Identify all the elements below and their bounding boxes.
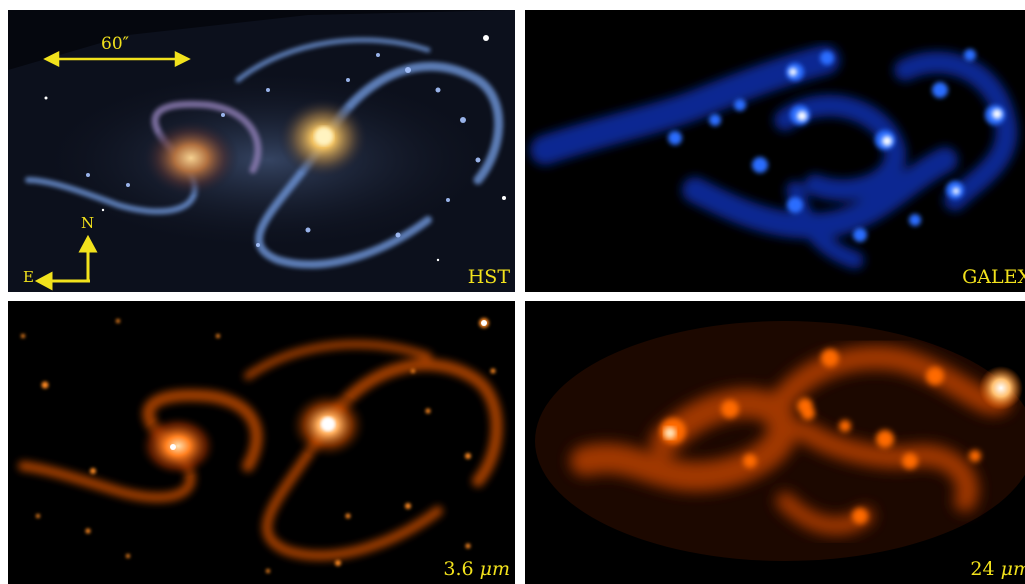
mips-label-value: 24 bbox=[970, 558, 995, 580]
mips-panel: 24 μm bbox=[525, 301, 1025, 584]
mips-label-unit: μm bbox=[1000, 558, 1025, 580]
hst-label: HST bbox=[467, 266, 510, 288]
hst-galaxy-image bbox=[8, 10, 515, 292]
scale-bar bbox=[43, 50, 191, 68]
irac-label: 3.6 μm bbox=[443, 560, 510, 579]
compass-north-label: N bbox=[81, 214, 95, 232]
galex-panel: GALEX bbox=[525, 10, 1025, 292]
mips-24-micron-image bbox=[525, 301, 1025, 584]
scale-bar-label: 60″ bbox=[101, 34, 129, 54]
irac-panel: 3.6 μm bbox=[8, 301, 515, 584]
galex-label: GALEX bbox=[962, 266, 1025, 288]
hst-panel: 60″ N E HST bbox=[8, 10, 515, 292]
irac-3-6-micron-image bbox=[8, 301, 515, 584]
compass bbox=[34, 234, 98, 291]
irac-label-value: 3.6 bbox=[443, 558, 474, 580]
compass-east-label: E bbox=[23, 268, 34, 286]
galex-uv-image bbox=[525, 10, 1025, 292]
irac-label-unit: μm bbox=[479, 558, 510, 580]
mips-label: 24 μm bbox=[970, 560, 1025, 579]
